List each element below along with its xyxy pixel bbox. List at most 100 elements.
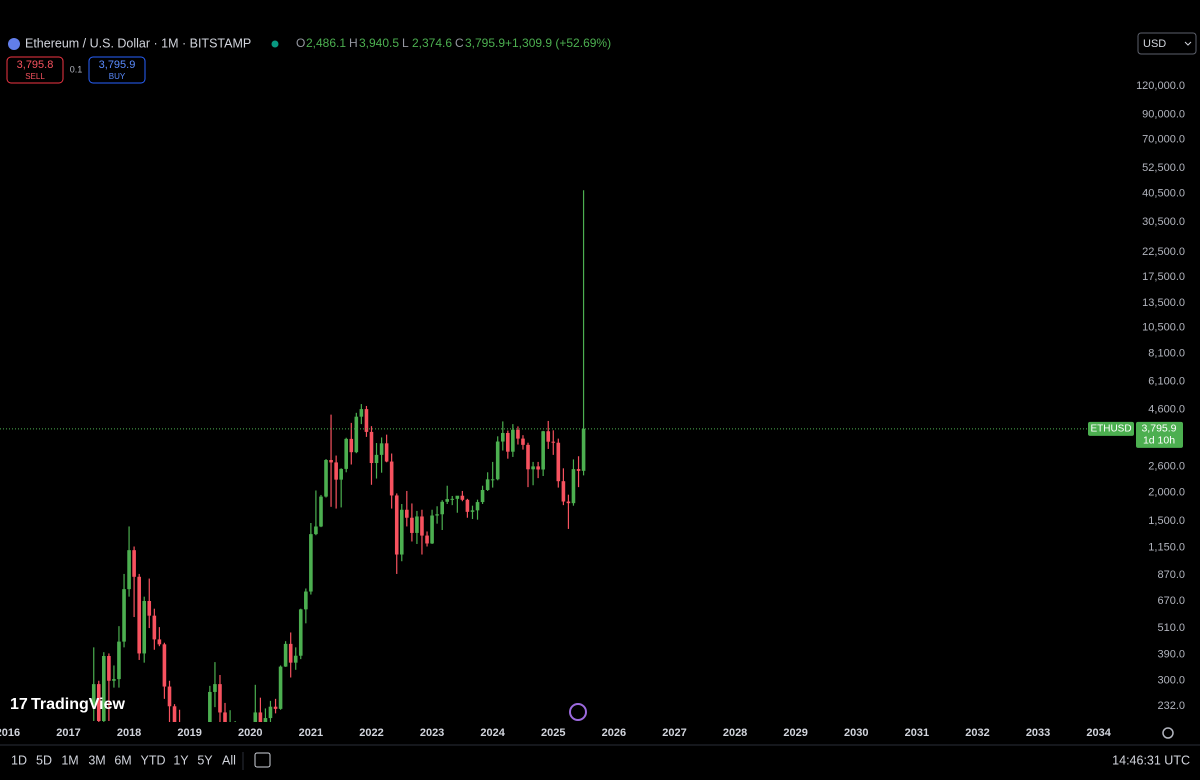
candle-body: [546, 431, 551, 442]
candle-body: [450, 498, 455, 500]
y-tick-label: 510.0: [1157, 622, 1185, 634]
y-tick-label: 70,000.0: [1142, 133, 1185, 145]
x-tick-label: 2019: [177, 727, 201, 739]
price-badge: [1136, 421, 1183, 448]
candle-body: [536, 466, 540, 470]
y-tick-label: 22,500.0: [1142, 246, 1185, 258]
x-tick-label: 2017: [56, 727, 80, 739]
y-tick-label: 40,500.0: [1142, 188, 1185, 200]
y-tick-label: 232.0: [1157, 700, 1185, 712]
sell-button[interactable]: [6, 56, 64, 84]
buy-button[interactable]: [88, 56, 146, 84]
candle-body: [268, 706, 273, 719]
range-button[interactable]: 6M: [114, 753, 131, 767]
range-button[interactable]: 3M: [88, 753, 105, 767]
candle-body: [516, 429, 520, 439]
y-tick-label: 17,500.0: [1142, 271, 1185, 283]
candle-body: [273, 706, 278, 709]
candle-body: [132, 550, 136, 577]
candle-body: [324, 459, 328, 497]
candle-body: [107, 655, 111, 681]
x-tick-label: 2026: [602, 727, 626, 739]
candle-body: [298, 609, 303, 656]
range-button[interactable]: 1D: [11, 753, 27, 767]
candle-body: [399, 509, 404, 555]
ohlc-value: 3,940.5: [359, 36, 399, 50]
candle-body: [430, 515, 434, 544]
candle-body: [576, 469, 581, 471]
candle-body: [167, 686, 172, 707]
currency-select[interactable]: [1137, 32, 1197, 55]
x-tick-label: 2033: [1026, 727, 1050, 739]
candle-body: [480, 489, 485, 503]
candle-body: [581, 428, 586, 471]
candle-body: [359, 409, 364, 417]
candle-body: [369, 431, 374, 464]
y-tick-label: 13,500.0: [1142, 297, 1185, 309]
candle-body: [561, 481, 566, 502]
x-tick-label: 2032: [965, 727, 989, 739]
candle-body: [379, 443, 384, 455]
y-tick-label: 1,150.0: [1148, 541, 1185, 553]
candle-body: [122, 589, 126, 642]
last-price: 3,795.9: [1141, 423, 1176, 435]
candle-body: [531, 466, 535, 470]
candle-body: [405, 509, 409, 518]
candle-body: [258, 712, 263, 722]
candle-body: [485, 479, 490, 490]
logo-mark: 17: [10, 696, 28, 713]
settings-icon[interactable]: [1162, 727, 1174, 739]
range-button[interactable]: 5Y: [197, 753, 213, 767]
candle-body: [172, 706, 177, 722]
candle-body: [349, 438, 354, 453]
candle-body: [319, 496, 323, 527]
ohlc-key: H: [349, 36, 358, 50]
candle-body: [223, 712, 227, 722]
range-button[interactable]: 1M: [61, 753, 78, 767]
candle-body: [470, 510, 475, 512]
sell-label: SELL: [25, 72, 45, 81]
range-button[interactable]: 1Y: [173, 753, 189, 767]
candle-body: [511, 429, 515, 452]
candle-body: [213, 684, 217, 692]
x-tick-label: 2034: [1086, 727, 1111, 739]
candle-body: [208, 691, 212, 722]
candle-body: [566, 501, 571, 504]
clock: 14:46:31 UTC: [1112, 753, 1190, 767]
candle-body: [354, 416, 359, 453]
x-tick-label: 2020: [238, 727, 262, 739]
candle-body: [475, 502, 480, 511]
candle-body: [420, 516, 424, 536]
candle-body: [334, 462, 338, 480]
candle-body: [329, 459, 333, 463]
plot-area: [91, 190, 586, 722]
y-tick-label: 6,100.0: [1148, 376, 1185, 388]
candle-body: [314, 526, 318, 535]
ohlc-value: 2,486.1: [306, 36, 346, 50]
range-button[interactable]: All: [222, 753, 236, 767]
candle-body: [152, 615, 157, 640]
y-tick-label: 670.0: [1157, 595, 1185, 607]
buy-label: BUY: [109, 72, 126, 81]
x-tick-label: 2027: [662, 727, 686, 739]
candle-body: [263, 718, 268, 722]
candle-body: [137, 576, 141, 654]
candle-body: [445, 499, 450, 502]
candle-body: [571, 469, 576, 504]
spark-icon[interactable]: [569, 703, 587, 721]
candle-body: [339, 468, 343, 480]
candle-body: [541, 431, 545, 470]
range-button[interactable]: YTD: [141, 753, 166, 767]
logo: TradingView: [31, 696, 126, 713]
candle-body: [117, 641, 121, 680]
candle-body: [455, 495, 460, 499]
x-tick-label: 2018: [117, 727, 141, 739]
symbol-title: Ethereum / U.S. Dollar · 1M · BITSTAMP: [25, 36, 251, 50]
candle-body: [410, 517, 414, 533]
x-tick-label: 2028: [723, 727, 747, 739]
candle-body: [394, 495, 399, 555]
calendar-icon[interactable]: [254, 752, 271, 768]
currency: USD: [1143, 38, 1166, 50]
range-button[interactable]: 5D: [36, 753, 52, 767]
candle-body: [425, 535, 429, 544]
